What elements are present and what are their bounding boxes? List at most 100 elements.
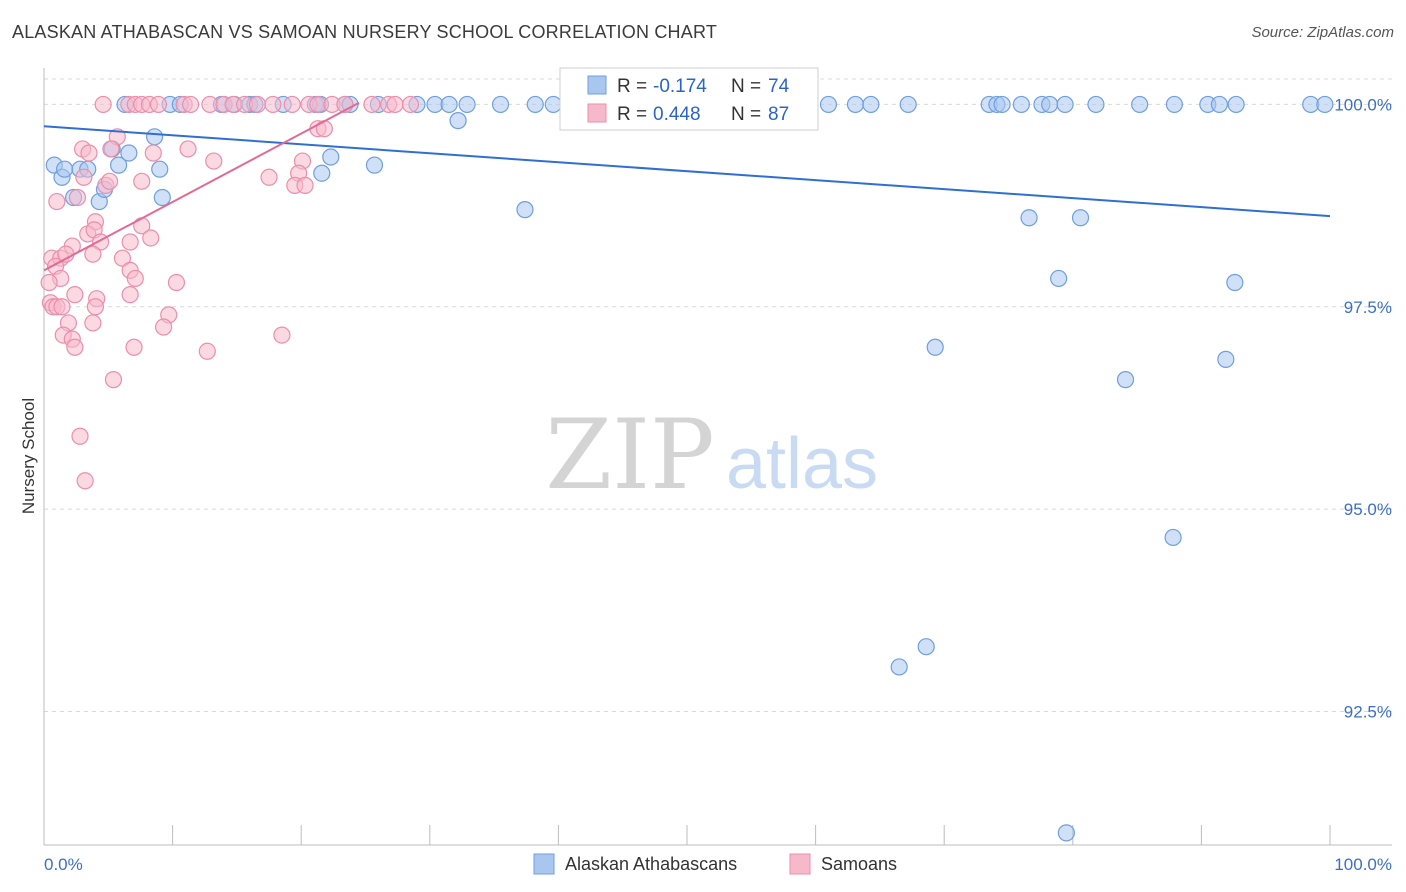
pink-point-5 <box>149 95 168 114</box>
x-tick-label-0: 0.0% <box>44 855 83 874</box>
pink-point-0 <box>94 95 112 114</box>
pink-point-41 <box>48 192 66 211</box>
pink-point-69 <box>86 298 105 316</box>
y-tick-label-0: 100.0% <box>1334 95 1392 114</box>
pink-point-40 <box>296 176 314 194</box>
blue-point-68 <box>1226 273 1244 292</box>
blue-point-52 <box>120 144 138 162</box>
pink-point-19 <box>363 95 381 114</box>
blue-point-56 <box>313 164 331 182</box>
pink-point-61 <box>40 273 58 292</box>
pink-point-21 <box>386 95 404 114</box>
blue-point-39 <box>1227 95 1245 114</box>
pink-point-38 <box>260 168 278 186</box>
blue-point-67 <box>1217 350 1235 368</box>
blue-point-57 <box>322 148 340 166</box>
data-points <box>40 95 1334 842</box>
y-tick-label-1: 97.5% <box>1344 298 1392 317</box>
blue-trend-line <box>43 125 1331 218</box>
blue-point-30 <box>1012 95 1030 114</box>
pink-point-28 <box>102 140 120 158</box>
legend-n-value-1: 87 <box>768 104 789 125</box>
pink-point-34 <box>75 168 93 186</box>
blue-point-59 <box>449 112 467 130</box>
pink-point-12 <box>248 95 267 114</box>
pink-point-59 <box>167 273 186 292</box>
x-tick-labels: 0.0% 100.0% <box>44 855 1392 874</box>
pink-point-37 <box>133 172 151 190</box>
pink-point-55 <box>113 249 132 267</box>
pink-point-76 <box>66 338 84 356</box>
pink-point-22 <box>401 95 420 114</box>
blue-point-38 <box>1210 95 1229 114</box>
blue-point-55 <box>153 188 171 207</box>
blue-point-70 <box>917 638 935 656</box>
blue-point-29 <box>993 95 1011 114</box>
pink-point-77 <box>125 338 143 356</box>
pink-point-81 <box>71 427 89 445</box>
blue-point-53 <box>145 128 164 146</box>
legend-swatch-pink <box>587 103 607 123</box>
pink-point-54 <box>84 245 102 263</box>
blue-point-71 <box>1057 824 1075 842</box>
blue-point-26 <box>899 95 917 114</box>
blue-point-34 <box>1087 95 1105 114</box>
pink-point-7 <box>182 95 200 114</box>
blue-point-69 <box>890 658 908 676</box>
bottom-legend-swatch-pink <box>789 853 811 875</box>
pink-point-24 <box>315 120 333 138</box>
blue-point-16 <box>458 95 476 114</box>
legend-swatch-blue <box>587 75 607 95</box>
blue-point-58 <box>365 156 384 174</box>
pink-point-50 <box>121 233 139 251</box>
pink-point-78 <box>198 342 216 360</box>
blue-point-25 <box>862 95 880 114</box>
blue-point-61 <box>926 338 944 356</box>
legend-n-label-0: N = <box>731 76 761 97</box>
pink-point-30 <box>179 140 197 158</box>
axes <box>43 68 1392 846</box>
legend-r-label-0: R = <box>617 76 647 97</box>
blue-point-44 <box>55 160 74 178</box>
pink-point-64 <box>121 286 139 304</box>
watermark: ZIP atlas <box>545 399 878 511</box>
y-tick-label-3: 92.5% <box>1344 702 1392 721</box>
legend-r-value-0: -0.174 <box>653 76 707 97</box>
pink-point-58 <box>126 269 144 288</box>
blue-point-19 <box>544 95 562 114</box>
pink-trend-line <box>43 101 360 272</box>
blue-point-32 <box>1041 95 1059 114</box>
watermark-atlas: atlas <box>726 424 878 504</box>
bottom-legend-label-0: Alaskan Athabascans <box>565 854 737 874</box>
blue-point-66 <box>1164 528 1182 547</box>
chart-title: ALASKAN ATHABASCAN VS SAMOAN NURSERY SCH… <box>12 22 718 42</box>
x-tick-label-1: 100.0% <box>1334 855 1392 874</box>
pink-point-36 <box>100 172 119 190</box>
pink-point-14 <box>283 95 301 114</box>
blue-point-24 <box>846 95 865 114</box>
y-axis-title: Nursery School <box>19 398 38 514</box>
bottom-legend: Alaskan Athabascans Samoans <box>533 853 897 875</box>
blue-point-23 <box>819 95 838 114</box>
pink-point-31 <box>205 152 223 170</box>
blue-point-36 <box>1165 95 1183 114</box>
pink-point-62 <box>66 286 84 304</box>
blue-point-54 <box>151 160 169 178</box>
bottom-legend-label-1: Samoans <box>821 854 897 874</box>
watermark-zip: ZIP <box>545 399 714 511</box>
blue-point-41 <box>1316 95 1334 114</box>
blue-point-33 <box>1056 95 1074 114</box>
pink-point-71 <box>154 318 173 336</box>
pink-point-27 <box>80 144 98 162</box>
legend-n-label-1: N = <box>731 104 761 125</box>
source-credit: Source: ZipAtlas.com <box>1251 24 1394 41</box>
pink-point-80 <box>104 371 123 389</box>
blue-point-63 <box>1050 269 1068 288</box>
blue-point-17 <box>491 95 510 114</box>
pink-point-73 <box>84 314 102 332</box>
pink-point-29 <box>144 144 162 162</box>
pink-point-42 <box>68 188 87 207</box>
y-tick-labels: 100.0% 97.5% 95.0% 92.5% <box>1334 95 1392 721</box>
legend-r-label-1: R = <box>617 104 647 125</box>
